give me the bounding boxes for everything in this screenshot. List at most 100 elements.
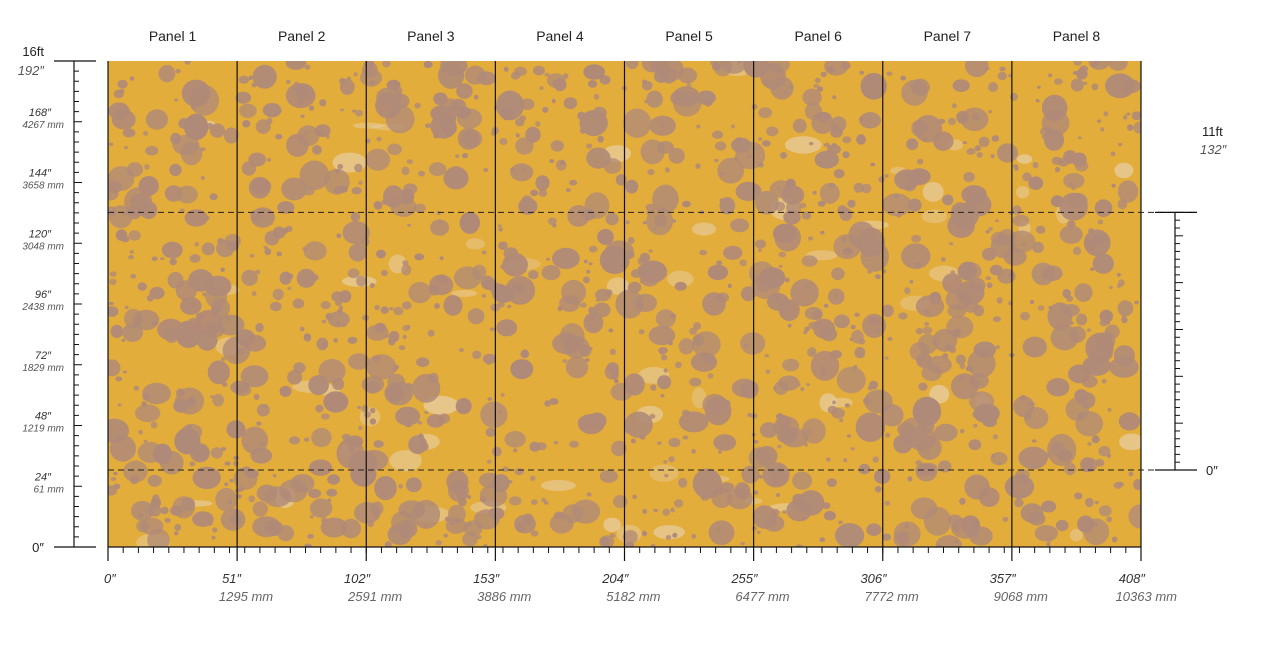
mural-vein — [465, 238, 485, 250]
mural-spot — [234, 384, 252, 397]
mural-spot — [326, 488, 338, 497]
mural-spot — [780, 152, 787, 159]
mural-spot — [1022, 172, 1032, 182]
mural-spot — [1054, 166, 1061, 173]
left-mark-inches: 168″ — [29, 107, 52, 119]
mural-spot — [1068, 364, 1091, 384]
mural-spot — [691, 534, 696, 539]
left-mark-mm: 1829 mm — [22, 363, 64, 374]
left-mark-mm: 4267 mm — [22, 120, 64, 131]
mural-spot — [730, 218, 750, 233]
mural-spot — [414, 102, 421, 109]
mural-spot — [1020, 503, 1044, 523]
mural-spot — [169, 163, 182, 177]
mural-spot — [206, 123, 214, 130]
mural-spot — [588, 306, 595, 314]
mural-spot — [311, 427, 332, 448]
mural-spot — [342, 221, 370, 245]
mural-spot — [1027, 401, 1035, 408]
mural-spot — [874, 485, 882, 493]
mural-spot — [482, 279, 498, 291]
mural-spot — [717, 157, 745, 184]
mural-spot — [996, 297, 1003, 304]
mural-spot — [170, 132, 182, 145]
mural-spot — [826, 478, 837, 487]
mural-spot — [1111, 536, 1118, 543]
mural-spot — [430, 113, 457, 139]
mural-spot — [950, 373, 979, 400]
mural-spot — [1070, 78, 1084, 92]
mural-spot — [393, 306, 404, 316]
mural-spot — [369, 283, 375, 288]
mural-spot — [129, 250, 135, 254]
mural-spot — [1128, 504, 1141, 529]
mural-spot — [482, 353, 497, 364]
mural-spot — [1122, 315, 1127, 319]
mural-spot — [874, 328, 880, 334]
mural-spot — [855, 412, 886, 442]
mural-spot — [385, 385, 405, 402]
mural-spot — [289, 436, 300, 445]
mural-spot — [414, 253, 425, 261]
mural-spot — [338, 305, 344, 310]
mural-spot — [1118, 279, 1125, 287]
mural-spot — [186, 396, 197, 408]
mural-spot — [316, 130, 324, 137]
mural-spot — [812, 190, 817, 195]
mural-spot — [714, 158, 719, 163]
mural-spot — [367, 520, 374, 528]
mural-spot — [296, 268, 316, 288]
mural-spot — [622, 530, 638, 544]
mural-spot — [803, 330, 808, 335]
mural-spot — [664, 167, 670, 173]
mural-spot — [820, 365, 827, 372]
bottom-mark-mm: 9068 mm — [994, 589, 1048, 604]
mural-spot — [455, 62, 459, 68]
mural-spot — [324, 168, 350, 195]
mural-spot — [169, 258, 177, 266]
mural-spot — [366, 324, 389, 341]
mural-spot — [657, 441, 662, 445]
mural-spot — [334, 300, 343, 306]
mural-spot — [270, 301, 282, 312]
mural-spot — [846, 434, 852, 438]
bottom-mark-inches: 408″ — [1119, 571, 1146, 586]
mural-spot — [233, 460, 239, 467]
mural-spot — [655, 309, 676, 328]
mural-spot — [1085, 497, 1094, 508]
bottom-mark-inches: 153″ — [473, 571, 500, 586]
mural-spot — [373, 440, 384, 448]
mural-spot — [536, 442, 547, 451]
mural-spot — [827, 144, 841, 155]
mural-spot — [756, 530, 761, 534]
mural-spot — [204, 275, 232, 297]
mural-spot — [627, 281, 642, 294]
mural-spot — [863, 397, 871, 405]
mural-spot — [402, 260, 409, 266]
mural-spot — [221, 357, 226, 362]
mural-spot — [653, 508, 658, 513]
mural-spot — [487, 397, 493, 401]
mural-spot — [765, 369, 771, 374]
mural-spot — [911, 234, 922, 243]
right-bottom-label: 0″ — [1206, 463, 1218, 478]
mural-spot — [443, 295, 463, 316]
mural-spot — [300, 326, 305, 332]
mural-spot — [609, 348, 616, 355]
mural-spot — [642, 79, 648, 84]
mural-spot — [1029, 299, 1035, 304]
mural-spot — [497, 224, 502, 228]
mural-spot — [1091, 435, 1100, 444]
mural-spot — [959, 497, 966, 505]
mural-spot — [251, 82, 257, 88]
mural-spot — [1086, 328, 1092, 332]
mural-spot — [668, 437, 681, 448]
mural-spot — [1116, 272, 1121, 277]
mural-spot — [136, 520, 150, 533]
mural-spot — [312, 145, 322, 155]
mural-spot — [108, 102, 130, 120]
mural-spot — [1043, 129, 1065, 151]
mural-spot — [224, 461, 231, 466]
mural-spot — [1088, 524, 1094, 529]
